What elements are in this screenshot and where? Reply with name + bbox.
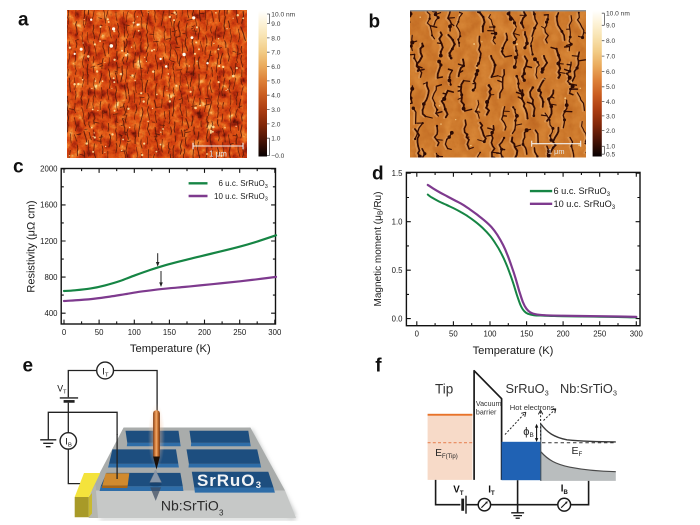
svg-text:Hot electrons: Hot electrons [510,403,555,412]
svg-text:1.0: 1.0 [392,218,404,227]
svg-text:250: 250 [593,330,607,339]
svg-text:IB: IB [561,484,569,496]
svg-text:SrRuO3: SrRuO3 [197,471,262,491]
svg-text:e: e [23,356,34,377]
svg-text:7.0: 7.0 [606,54,615,61]
svg-text:5.0: 5.0 [606,84,615,91]
svg-text:2000: 2000 [40,165,58,174]
svg-text:Magnetic moment (μB/Ru): Magnetic moment (μB/Ru) [373,192,385,307]
svg-text:Nb:SrTiO3: Nb:SrTiO3 [161,497,224,517]
svg-text:1.0: 1.0 [606,144,615,151]
svg-text:7.0: 7.0 [271,50,280,57]
svg-text:4.0: 4.0 [606,99,615,106]
svg-text:ϕB: ϕB [523,426,533,439]
svg-text:EF: EF [572,445,583,458]
svg-text:IT: IT [102,366,109,378]
svg-text:10.0 nm: 10.0 nm [271,11,295,18]
svg-text:50: 50 [449,330,458,339]
svg-text:10 u.c. SrRuO3: 10 u.c. SrRuO3 [554,199,616,211]
svg-text:Temperature (K): Temperature (K) [473,345,554,357]
svg-text:3.0: 3.0 [271,107,280,114]
svg-text:400: 400 [44,309,58,318]
svg-text:Temperature (K): Temperature (K) [130,343,211,355]
svg-text:1.0: 1.0 [271,136,280,143]
svg-text:VT: VT [453,485,464,497]
svg-text:Vacuum: Vacuum [476,400,502,408]
svg-text:d: d [372,164,384,185]
svg-text:0: 0 [415,330,420,339]
svg-text:1.5: 1.5 [392,169,404,178]
svg-text:c: c [13,157,24,178]
svg-text:Tip: Tip [435,381,453,396]
svg-text:b: b [369,12,381,33]
svg-text:9.0: 9.0 [606,23,615,30]
svg-text:300: 300 [268,328,282,337]
svg-text:800: 800 [44,273,58,282]
svg-text:Nb:SrTiO3: Nb:SrTiO3 [560,381,617,398]
svg-text:0: 0 [62,328,67,337]
svg-text:150: 150 [520,330,534,339]
svg-text:10 u.c. SrRuO3: 10 u.c. SrRuO3 [214,192,268,203]
svg-text:8.0: 8.0 [271,35,280,42]
svg-text:1600: 1600 [40,201,58,210]
svg-text:Resistivity (μΩ cm): Resistivity (μΩ cm) [26,200,38,292]
svg-text:2.0: 2.0 [606,128,615,135]
svg-text:9.0: 9.0 [271,21,280,28]
svg-text:200: 200 [557,330,571,339]
svg-text:200: 200 [198,328,212,337]
svg-text:10.0 nm: 10.0 nm [606,11,630,18]
svg-text:4.0: 4.0 [271,93,280,100]
svg-text:IT: IT [488,485,495,497]
svg-text:6 u.c. SrRuO3: 6 u.c. SrRuO3 [219,179,268,190]
svg-text:100: 100 [128,328,142,337]
svg-text:50: 50 [95,328,104,337]
svg-text:0.5: 0.5 [606,152,615,159]
svg-text:3.0: 3.0 [606,113,615,120]
svg-text:2.0: 2.0 [271,121,280,128]
svg-text:100: 100 [483,330,497,339]
svg-text:1 μm: 1 μm [548,147,565,156]
svg-text:1 μm: 1 μm [209,150,227,159]
svg-text:f: f [375,355,382,376]
svg-text:IB: IB [65,437,72,449]
svg-text:a: a [18,10,29,31]
svg-text:0.0: 0.0 [392,314,404,323]
svg-text:0.5: 0.5 [392,266,404,275]
svg-text:150: 150 [163,328,177,337]
svg-text:1200: 1200 [40,237,58,246]
svg-text:300: 300 [630,330,644,339]
svg-text:6.0: 6.0 [606,69,615,76]
svg-text:250: 250 [233,328,247,337]
svg-text:6 u.c. SrRuO3: 6 u.c. SrRuO3 [554,186,611,198]
svg-text:SrRuO3: SrRuO3 [506,381,549,398]
svg-text:−0.0: −0.0 [271,153,284,160]
svg-text:barrier: barrier [476,408,497,416]
svg-text:8.0: 8.0 [606,38,615,45]
svg-text:6.0: 6.0 [271,64,280,71]
svg-text:5.0: 5.0 [271,78,280,85]
svg-text:VT: VT [57,383,67,395]
